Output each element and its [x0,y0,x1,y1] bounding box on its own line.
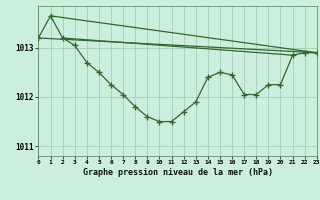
X-axis label: Graphe pression niveau de la mer (hPa): Graphe pression niveau de la mer (hPa) [83,168,273,177]
